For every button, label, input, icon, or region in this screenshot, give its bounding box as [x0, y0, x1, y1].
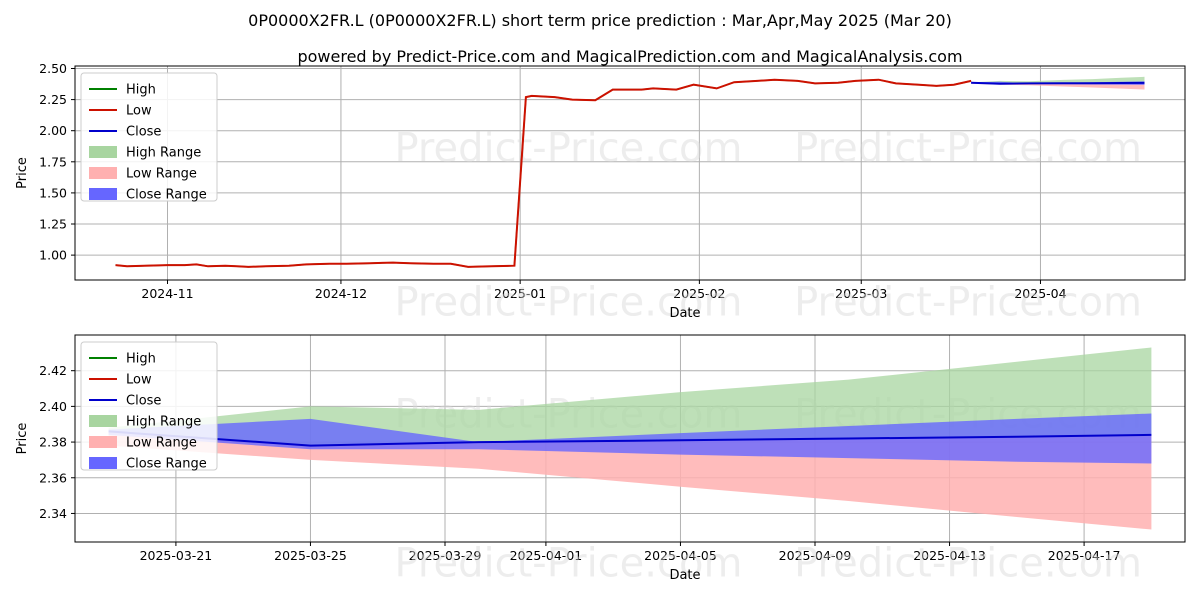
bottom-x-tick-label: 2025-04-13 — [913, 548, 986, 563]
bottom-close-line — [108, 430, 1152, 447]
bottom-legend-label-low: Low — [126, 373, 152, 388]
top-watermark: Predict-Price.com — [395, 125, 743, 171]
top-y-tick-label: 2.25 — [39, 92, 67, 107]
top-x-axis-label: Date — [669, 306, 700, 321]
top-legend-label-high: High — [126, 83, 156, 98]
bottom-y-axis-label: Price — [15, 423, 30, 455]
top-legend-label-high-range: High Range — [126, 146, 201, 161]
bottom-y-tick-label: 2.42 — [39, 363, 67, 378]
top-x-tick-label: 2025-04 — [1014, 286, 1066, 301]
top-y-axis-label: Price — [15, 157, 30, 189]
top-watermark: Predict-Price.com — [395, 279, 743, 325]
chart-subtitle: powered by Predict-Price.com and Magical… — [297, 47, 962, 66]
bottom-y-tick-label: 2.34 — [39, 506, 67, 521]
bottom-x-tick-label: 2025-04-09 — [779, 548, 852, 563]
bottom-y-tick-label: 2.40 — [39, 399, 67, 414]
top-y-tick-label: 1.00 — [39, 248, 67, 263]
top-close-line — [971, 81, 1145, 85]
top-low-line — [115, 78, 972, 268]
bottom-plot-area — [108, 347, 1152, 530]
top-high-range-band — [971, 76, 1145, 84]
bottom-legend-label-close-range: Close Range — [126, 457, 207, 472]
bottom-x-tick-label: 2025-03-25 — [274, 548, 347, 563]
bottom-x-tick-label: 2025-04-01 — [510, 548, 583, 563]
bottom-legend-swatch-low-range — [89, 436, 117, 448]
top-watermark: Predict-Price.com — [794, 279, 1142, 325]
bottom-legend: High Low Close High Range Low Range Close Ran… — [80, 341, 218, 472]
top-panel: 2024-11 2024-12 2025-01 2025-02 2025-03 2025-… — [15, 61, 1186, 325]
chart-title: 0P0000X2FR.L (0P0000X2FR.L) short term p… — [248, 11, 952, 30]
top-axes-frame — [74, 65, 1186, 281]
top-legend-swatch-close-range — [89, 188, 117, 200]
bottom-legend-label-high-range: High Range — [126, 415, 201, 430]
top-watermark: Predict-Price.com — [794, 125, 1142, 171]
top-legend: High Low Close High Range Low Range Close Ran… — [80, 72, 218, 203]
bottom-x-tick-label: 2025-04-17 — [1048, 548, 1121, 563]
top-y-tick-label: 1.50 — [39, 185, 67, 200]
top-high-line — [115, 78, 972, 268]
top-legend-label-low-range: Low Range — [126, 167, 197, 182]
bottom-watermark: Predict-Price.com — [794, 541, 1142, 587]
bottom-axes-frame — [74, 334, 1186, 543]
bottom-x-tick-label: 2025-03-29 — [409, 548, 482, 563]
top-x-tick-label: 2024-12 — [315, 286, 367, 301]
bottom-y-tick-label: 2.38 — [39, 435, 67, 450]
bottom-legend-swatch-close-range — [89, 457, 117, 469]
bottom-legend-label-high: High — [126, 352, 156, 367]
top-legend-swatch-high-range — [89, 146, 117, 158]
bottom-close-range-band — [108, 413, 1152, 464]
top-legend-label-close: Close — [126, 125, 161, 140]
bottom-high-range-band — [108, 347, 1152, 446]
top-y-tick-label: 2.00 — [39, 123, 67, 138]
top-y-tick-label: 1.75 — [39, 154, 67, 169]
bottom-legend-label-low-range: Low Range — [126, 436, 197, 451]
top-x-tick-label: 2025-01 — [494, 286, 546, 301]
top-legend-label-close-range: Close Range — [126, 188, 207, 203]
top-y-tick-label: 2.50 — [39, 61, 67, 76]
top-plot-area — [115, 76, 1145, 268]
bottom-panel: 2025-03-21 2025-03-25 2025-03-29 2025-04-01… — [15, 334, 1186, 587]
bottom-watermark: Predict-Price.com — [395, 541, 743, 587]
top-x-tick-label: 2025-03 — [835, 286, 887, 301]
top-legend-label-low: Low — [126, 104, 152, 119]
bottom-y-tick-label: 2.36 — [39, 470, 67, 485]
bottom-x-tick-label: 2025-03-21 — [140, 548, 213, 563]
top-legend-swatch-low-range — [89, 167, 117, 179]
bottom-legend-label-close: Close — [126, 394, 161, 409]
bottom-x-axis-label: Date — [669, 568, 700, 583]
top-x-tick-label: 2024-11 — [141, 286, 193, 301]
bottom-legend-swatch-high-range — [89, 415, 117, 427]
top-y-tick-label: 1.25 — [39, 217, 67, 232]
top-x-tick-label: 2025-02 — [673, 286, 725, 301]
bottom-x-tick-label: 2025-04-05 — [644, 548, 717, 563]
